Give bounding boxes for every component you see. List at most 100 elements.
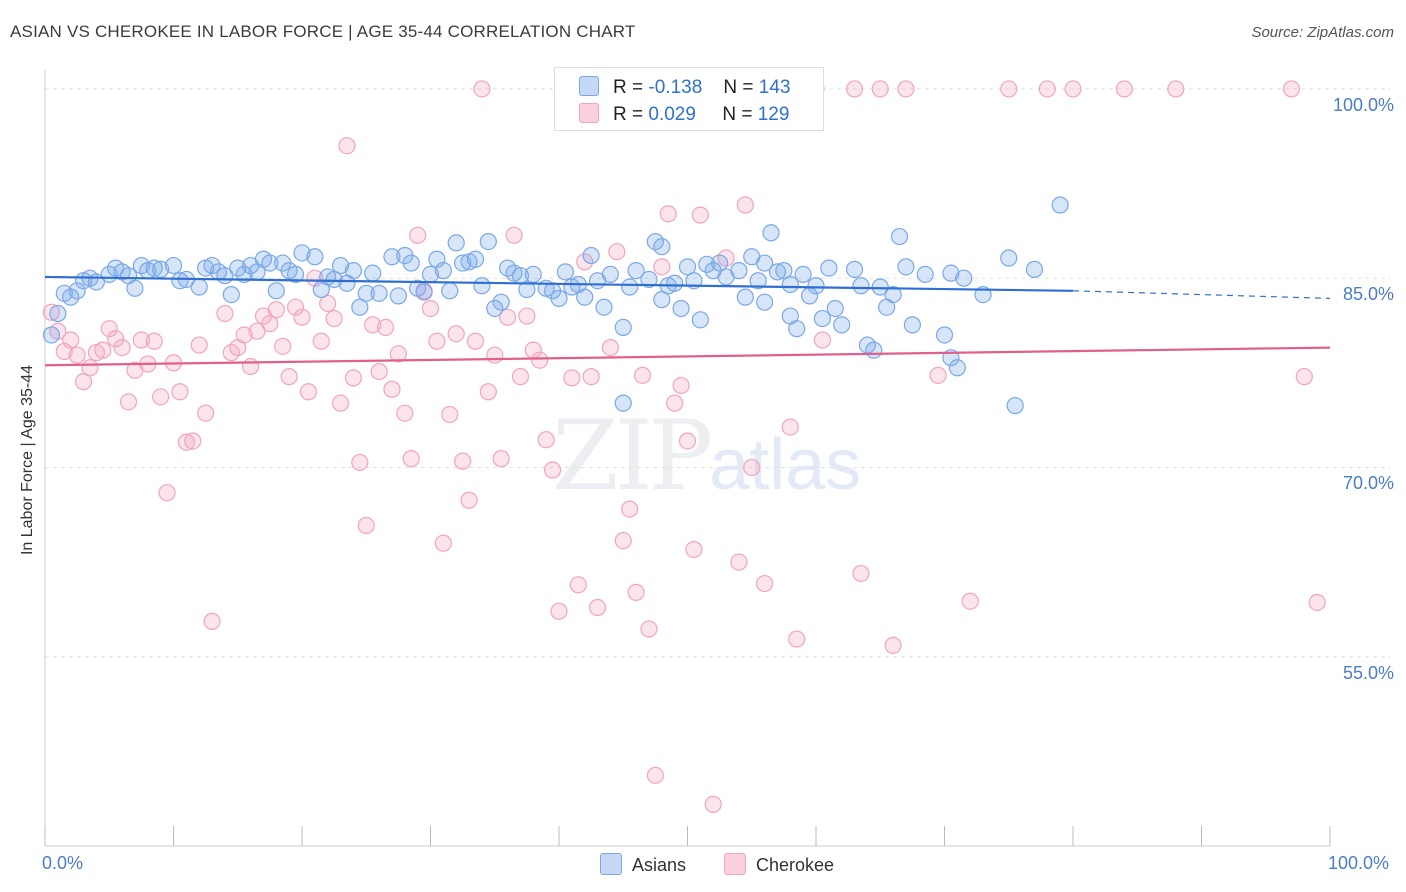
cherokee-point-92 (653, 258, 671, 276)
asians-point-89 (666, 274, 684, 292)
cherokee-point-81 (576, 253, 594, 271)
asians-point-111 (813, 309, 832, 328)
cherokee-point-39 (299, 383, 318, 401)
asians-point-135 (614, 394, 632, 412)
cherokee-point-66 (473, 80, 491, 98)
asians-point-139 (653, 291, 671, 309)
cherokee-point-65 (466, 332, 485, 350)
cherokee-swatch (579, 103, 599, 123)
chart-title: ASIAN VS CHEROKEE IN LABOR FORCE | AGE 3… (10, 22, 636, 41)
y-tick-label-3: 55.0% (1342, 662, 1394, 683)
cherokee-point-103 (736, 196, 754, 214)
cherokee-point-118 (961, 592, 979, 610)
cherokee-point-78 (550, 602, 568, 620)
asians-point-99 (736, 288, 754, 306)
asians-point-123 (897, 258, 915, 276)
asians-point-133 (1051, 196, 1069, 214)
asians-point-121 (884, 285, 902, 304)
asians-point-20 (190, 278, 208, 296)
cherokee-point-113 (852, 564, 870, 583)
y-tick-label-2: 70.0% (1342, 473, 1394, 494)
legend-row-cherokee: R = 0.029 N = 129 (579, 103, 789, 126)
asians-point-128 (948, 359, 966, 377)
asians-point-32 (267, 282, 285, 300)
asians-point-43 (344, 262, 362, 280)
asians-point-113 (826, 299, 844, 318)
cherokee-point-77 (543, 461, 562, 479)
cherokee-point-16 (145, 332, 163, 350)
asians-r-label: R = (613, 77, 644, 98)
asians-point-61 (466, 250, 485, 268)
cherokee-point-73 (518, 307, 536, 325)
cherokee-point-18 (158, 484, 176, 502)
asians-point-0 (42, 326, 61, 344)
asians-point-31 (261, 254, 279, 272)
cherokee-point-36 (280, 368, 298, 386)
cherokee-point-80 (569, 576, 587, 594)
asians-point-91 (678, 258, 697, 276)
cherokee-point-21 (177, 433, 195, 451)
asians-swatch (579, 76, 599, 96)
cherokee-point-14 (132, 331, 150, 349)
cherokee-point-58 (421, 299, 440, 318)
cherokee-point-50 (370, 362, 388, 381)
asians-point-49 (389, 287, 407, 305)
asians-point-104 (768, 263, 787, 281)
cherokee-point-117 (929, 366, 947, 384)
cherokee-point-95 (672, 376, 690, 395)
cherokee-point-0 (42, 303, 61, 321)
cherokee-point-55 (402, 450, 420, 468)
asians-point-46 (364, 264, 382, 282)
cherokee-point-62 (447, 325, 465, 343)
asians-point-64 (486, 299, 504, 318)
cherokee-point-124 (1282, 80, 1301, 98)
y-tick-label-1: 85.0% (1342, 284, 1394, 305)
asians-point-125 (916, 265, 934, 284)
cherokee-point-64 (460, 491, 478, 509)
cherokee-point-79 (563, 369, 581, 387)
cherokee-point-104 (743, 458, 761, 477)
cherokee-point-97 (685, 540, 703, 559)
asians-point-131 (1000, 249, 1018, 267)
cherokee-r-value: 0.029 (648, 104, 696, 125)
cherokee-point-119 (1000, 80, 1018, 98)
asians-legend-swatch (600, 853, 622, 875)
asians-point-137 (755, 254, 774, 272)
cherokee-point-102 (730, 553, 748, 571)
cherokee-point-24 (197, 404, 215, 422)
cherokee-point-37 (286, 298, 305, 316)
cherokee-point-33 (261, 315, 279, 333)
asians-point-96 (711, 254, 729, 272)
asians-point-56 (434, 262, 452, 280)
cherokee-point-41 (312, 332, 330, 350)
cherokee-point-17 (152, 388, 170, 406)
cherokee-point-84 (601, 338, 620, 357)
cherokee-point-68 (486, 346, 504, 364)
asians-point-40 (325, 270, 343, 289)
asians-point-80 (595, 298, 613, 316)
cherokee-point-47 (351, 453, 369, 472)
cherokee-point-126 (1308, 593, 1326, 612)
asians-point-126 (935, 326, 954, 344)
cherokee-point-72 (511, 368, 530, 386)
cherokee-point-116 (897, 80, 915, 98)
asians-point-26 (229, 259, 247, 277)
cherokee-point-76 (537, 431, 555, 449)
asians-point-15 (145, 259, 163, 277)
cherokee-point-111 (813, 331, 832, 349)
cherokee-point-26 (216, 304, 234, 323)
asians-point-90 (672, 299, 690, 318)
asians-point-136 (942, 264, 960, 282)
cherokee-point-90 (640, 620, 658, 638)
asians-point-138 (781, 275, 799, 294)
cherokee-point-3 (62, 331, 80, 349)
cherokee-point-8 (94, 341, 112, 359)
asians-point-112 (820, 259, 838, 277)
asians-point-101 (749, 272, 767, 290)
asians-point-83 (621, 278, 639, 296)
cherokee-point-122 (1115, 80, 1134, 98)
cherokee-point-100 (704, 795, 722, 813)
cherokee-point-61 (441, 405, 459, 424)
asians-point-78 (582, 246, 600, 265)
legend-row-asians: R = -0.138 N = 143 (579, 76, 790, 99)
